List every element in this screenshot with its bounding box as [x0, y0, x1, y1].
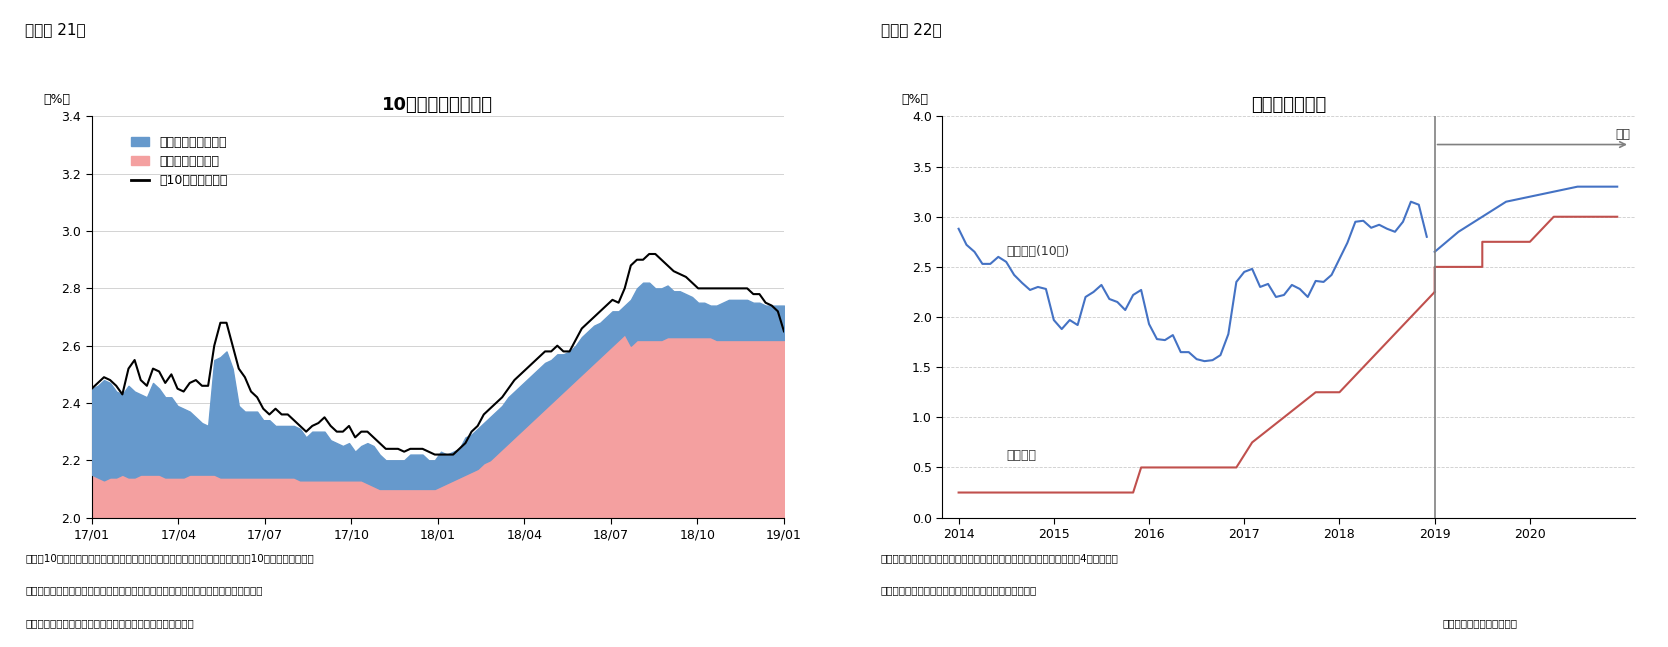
Text: 期間プレミアムは、実際の金利水準と短期金利期待要因との残差で求められる: 期間プレミアムは、実際の金利水準と短期金利期待要因との残差で求められる: [25, 586, 262, 595]
Title: 10年金利の要因分解: 10年金利の要因分解: [382, 96, 494, 113]
Text: 政策金利: 政策金利: [1006, 450, 1036, 463]
Title: 米国金利見通し: 米国金利見通し: [1251, 96, 1326, 113]
Legend: 期間プレミアム要因, 短期金利期待要因, 米10年割引債金利: 期間プレミアム要因, 短期金利期待要因, 米10年割引債金利: [125, 131, 234, 192]
Text: （注）10年金利は割引債（ゼロクーポン債）の金利、短期金利期待要因は今後10年間の平均予想、: （注）10年金利は割引債（ゼロクーポン債）の金利、短期金利期待要因は今後10年間…: [25, 553, 314, 563]
Text: （%）: （%）: [901, 93, 927, 106]
Text: 予測: 予測: [1615, 127, 1630, 140]
Text: （%）: （%）: [43, 93, 70, 106]
Text: （月次、予測期は四半期）: （月次、予測期は四半期）: [1443, 618, 1518, 628]
Text: （図表 22）: （図表 22）: [881, 23, 941, 38]
Text: （図表 21）: （図表 21）: [25, 23, 85, 38]
Text: （資料）データストリームよりニッセイ基礎研究所作成: （資料）データストリームよりニッセイ基礎研究所作成: [881, 586, 1037, 595]
Text: 長期金利(10年): 長期金利(10年): [1006, 245, 1069, 258]
Text: （注）政策金利はフェデラルファンドレート（上限レート）。見通しは4半期平均。: （注）政策金利はフェデラルファンドレート（上限レート）。見通しは4半期平均。: [881, 553, 1119, 563]
Text: （資料）サンフランシスコ連銀よりニッセイ基礎研究所作成: （資料）サンフランシスコ連銀よりニッセイ基礎研究所作成: [25, 618, 193, 628]
